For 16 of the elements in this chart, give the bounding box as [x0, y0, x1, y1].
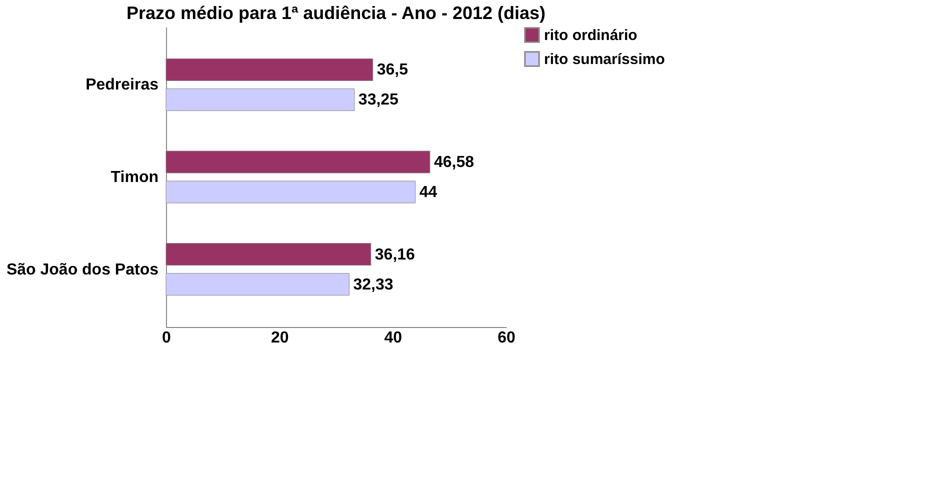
data-label: 46,58 — [434, 154, 474, 171]
x-tick-label: 20 — [270, 330, 289, 346]
data-label: 33,25 — [358, 92, 399, 109]
data-label: 32,33 — [353, 276, 394, 294]
chart-title: Prazo médio para 1ª audiência - Ano - 2012 (dias) — [126, 3, 546, 23]
data-label: 36,16 — [374, 246, 416, 264]
data-label: 44 — [419, 184, 438, 201]
x-tick-label: 60 — [498, 330, 516, 346]
legend-label: rito ordinário — [544, 27, 638, 44]
y-tick-label: Pedreiras — [86, 76, 159, 94]
data-label: 36,5 — [376, 62, 408, 79]
y-tick-label: Timon — [110, 169, 158, 186]
x-tick-label: 40 — [384, 330, 402, 346]
y-tick-label: São João dos Patos — [6, 261, 159, 278]
x-tick-label: 0 — [162, 330, 172, 346]
legend-label: rito sumaríssimo — [544, 51, 665, 68]
